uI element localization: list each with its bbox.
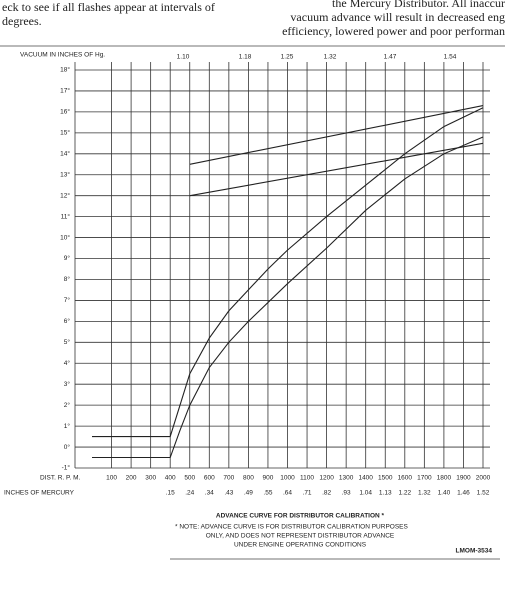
text-line: the Mercury Distributor. All inaccur <box>332 0 505 10</box>
axis-title: VACUUM IN INCHES OF Hg. <box>20 52 105 59</box>
top-label: 1.54 <box>444 54 457 61</box>
note: * NOTE: ADVANCE CURVE IS FOR DISTRIBUTOR… <box>175 524 409 531</box>
text-line: degrees. <box>2 14 42 28</box>
x-tick-label: 1800 <box>437 475 452 482</box>
x2-tick-label: 1.52 <box>477 490 490 497</box>
x-tick-label: 700 <box>223 475 234 482</box>
x-tick-label: 1300 <box>339 475 354 482</box>
x-tick-label: 1600 <box>398 475 413 482</box>
y-tick-label: 12° <box>60 191 70 199</box>
note: ONLY, AND DOES NOT REPRESENT DISTRIBUTOR… <box>206 533 395 540</box>
y-tick-label: 6° <box>64 317 71 325</box>
y-tick-label: 13° <box>60 170 70 178</box>
x-tick-label: 800 <box>243 475 254 482</box>
y-tick-label: 10° <box>60 233 70 241</box>
top-label: 1.47 <box>384 54 397 61</box>
x2-tick-label: .34 <box>205 490 214 497</box>
top-label: 1.32 <box>324 54 337 61</box>
x2-tick-label: 1.22 <box>398 490 411 497</box>
curve <box>189 142 484 197</box>
x2-tick-label: .24 <box>185 490 194 497</box>
x-tick-label: 600 <box>204 475 215 482</box>
x-tick-label: 1100 <box>300 475 314 482</box>
x2-tick-label: .64 <box>283 490 292 497</box>
y-tick-label: 2° <box>64 401 71 409</box>
x2-tick-label: .43 <box>224 490 233 497</box>
x2-tick-label: .93 <box>342 490 351 497</box>
x2-tick-label: 1.13 <box>379 490 392 497</box>
x-tick-label: 1500 <box>378 475 393 482</box>
x-tick-label: 200 <box>126 475 137 482</box>
x2-tick-label: .82 <box>322 490 331 497</box>
x2-tick-label: .49 <box>244 490 253 497</box>
axis-title: DIST. R. P. M. <box>40 475 81 482</box>
y-tick-label: 11° <box>61 212 71 220</box>
x-tick-label: 500 <box>184 475 195 482</box>
axis-title: INCHES OF MERCURY <box>4 490 75 497</box>
y-tick-label: 14° <box>60 150 70 158</box>
x2-tick-label: .15 <box>166 490 175 497</box>
y-tick-label: 4° <box>64 359 71 367</box>
curve <box>92 136 484 459</box>
x-tick-label: 400 <box>165 475 176 482</box>
y-tick-label: 1° <box>64 422 71 430</box>
note: UNDER ENGINE OPERATING CONDITIONS <box>234 542 367 549</box>
x2-tick-label: .55 <box>263 490 272 497</box>
x-tick-label: 1000 <box>280 475 295 482</box>
top-label: 1.25 <box>281 54 294 61</box>
x2-tick-label: 1.46 <box>457 490 470 497</box>
top-label: 1.10 <box>177 54 190 61</box>
text-line: eck to see if all flashes appear at inte… <box>2 0 215 14</box>
text-line: vacuum advance will result in decreased … <box>290 10 505 24</box>
curve <box>189 105 484 165</box>
x-tick-label: 900 <box>263 475 274 482</box>
y-tick-label: 15° <box>60 129 70 137</box>
x-tick-label: 2000 <box>476 475 491 482</box>
x2-tick-label: 1.04 <box>359 490 372 497</box>
x-tick-label: 1700 <box>417 475 432 482</box>
x2-tick-label: 1.40 <box>438 490 451 497</box>
x-tick-label: 1200 <box>319 475 334 482</box>
x2-tick-label: .71 <box>303 490 312 497</box>
y-tick-label: 3° <box>64 380 71 388</box>
y-tick-label: 8° <box>64 275 71 283</box>
y-tick-label: 17° <box>60 87 70 95</box>
x-tick-label: 100 <box>106 475 117 482</box>
x2-tick-label: 1.32 <box>418 490 431 497</box>
y-tick-label: 16° <box>60 108 70 116</box>
x-tick-label: 1400 <box>358 475 373 482</box>
text-line: efficiency, lowered power and poor perfo… <box>282 24 505 38</box>
code: LMOM-3534 <box>456 548 493 555</box>
top-label: 1.18 <box>239 54 252 61</box>
y-tick-label: 0° <box>64 443 71 451</box>
y-tick-label: 7° <box>64 296 71 304</box>
curve <box>92 107 484 438</box>
x-tick-label: 300 <box>145 475 156 482</box>
y-tick-label: 18° <box>60 66 70 74</box>
y-tick-label: -1° <box>62 464 71 472</box>
caption: ADVANCE CURVE FOR DISTRIBUTOR CALIBRATIO… <box>216 513 385 520</box>
y-tick-label: 9° <box>64 254 71 262</box>
y-tick-label: 5° <box>64 338 71 346</box>
x-tick-label: 1900 <box>456 475 471 482</box>
